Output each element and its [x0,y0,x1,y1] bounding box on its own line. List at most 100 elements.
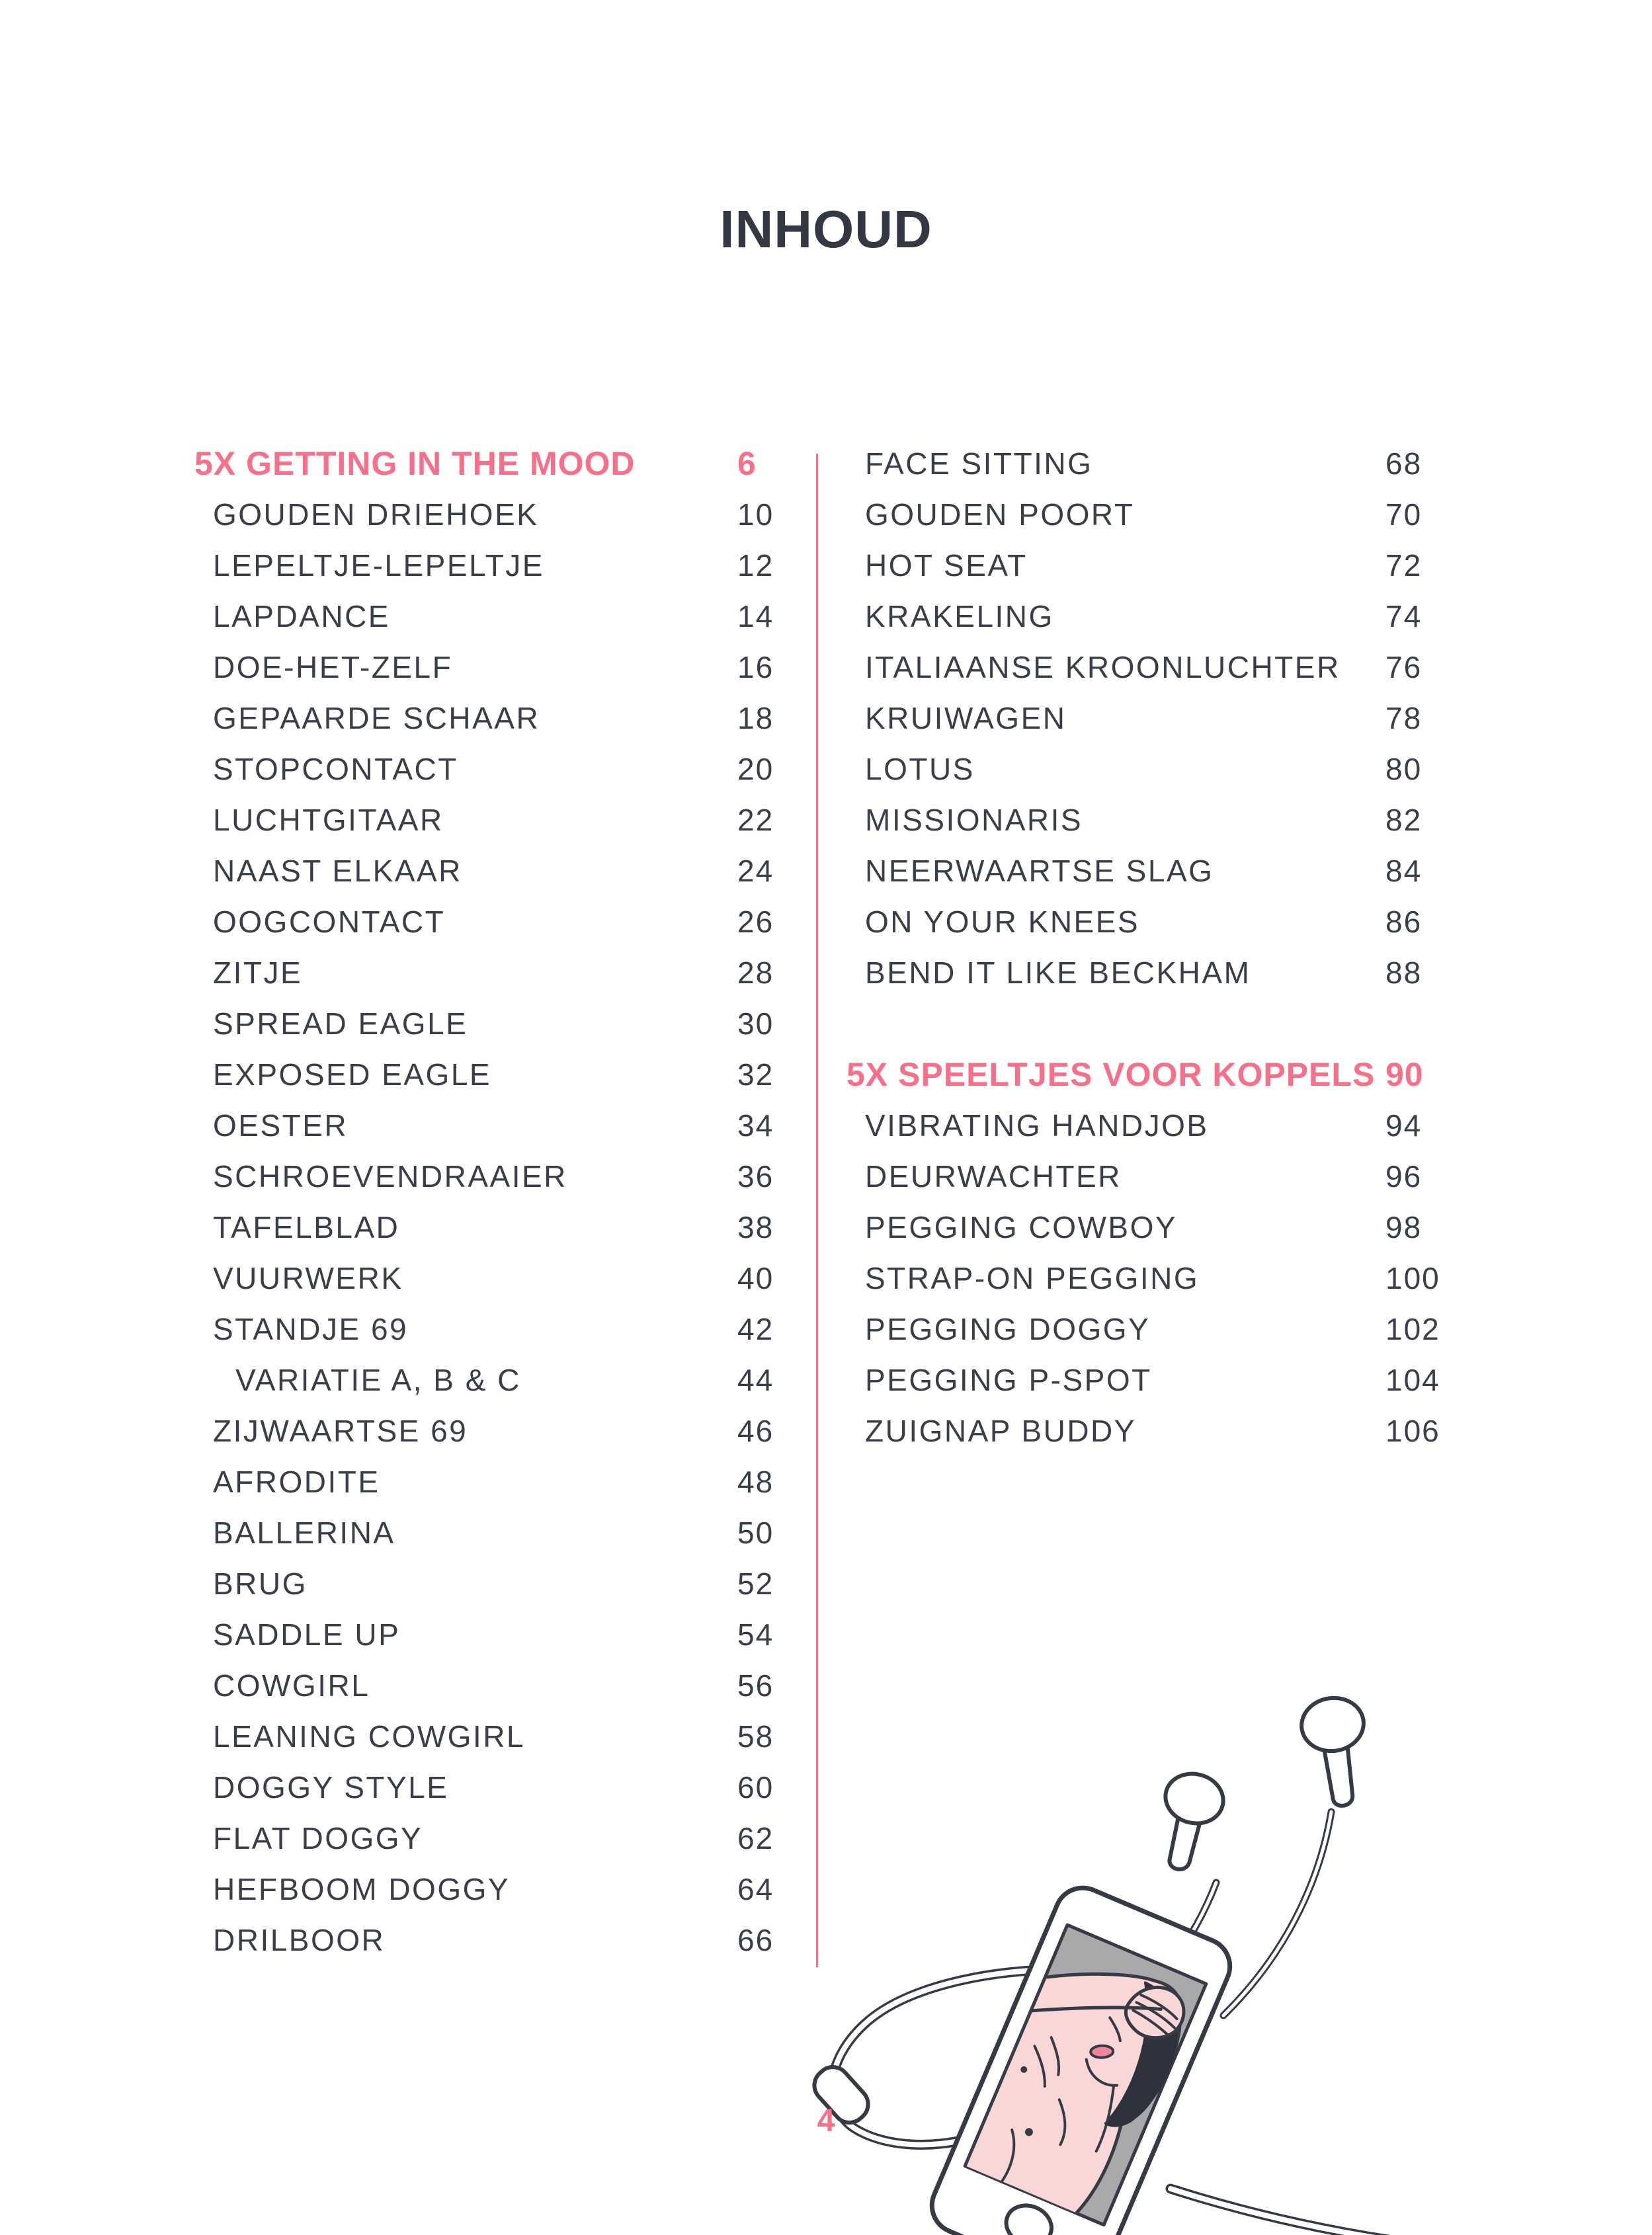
toc-entry-page-number: 44 [737,1362,774,1397]
toc-entry-page-number: 42 [737,1311,774,1346]
toc-column-left: 5X GETTING IN THE MOOD 6 GOUDEN DRIEHOEK 10… [194,438,790,1965]
toc-entry-page-number: 58 [737,1719,774,1754]
toc-entry-row: EXPOSED EAGLE 32 [194,1049,790,1100]
toc-entry-row: DOGGY STYLE 60 [194,1762,790,1812]
toc-entry-label: GOUDEN DRIEHOEK [213,497,539,532]
toc-entry-row: VARIATIE A, B & C 44 [194,1354,790,1405]
toc-entry-page-number: 84 [1385,853,1423,888]
page-number: 4 [817,2103,835,2138]
toc-entry-row: GOUDEN DRIEHOEK 10 [194,489,790,540]
toc-entry-label: SCHROEVENDRAAIER [213,1158,567,1194]
toc-entry-label: BRUG [213,1566,308,1601]
toc-entry-page-number: 14 [737,598,774,633]
home-button [1004,2203,1053,2235]
toc-entry-page-number: 30 [737,1006,774,1041]
toc-entry-label: LAPDANCE [213,598,390,633]
toc-entry-label: OESTER [213,1108,349,1143]
toc-entry-row: VIBRATING HANDJOB 94 [847,1100,1481,1151]
earbud-left-icon [1163,1771,1225,1871]
toc-entry-page-number: 66 [737,1922,774,1957]
toc-entry-row: NAAST ELKAAR 24 [194,845,790,896]
toc-entry-row: NEERWAARTSE SLAG 84 [847,845,1481,896]
toc-entry-row: ZUIGNAP BUDDY 106 [847,1405,1481,1456]
toc-entry-page-number: 48 [737,1464,774,1499]
toc-entry-page-number: 96 [1385,1158,1423,1194]
toc-entry-row: LAPDANCE 14 [194,590,790,641]
toc-entry-label: TAFELBLAD [213,1209,400,1244]
toc-entry-row: PEGGING DOGGY 102 [847,1303,1481,1354]
toc-entry-page-number: 10 [737,497,774,532]
toc-entry-row: FACE SITTING 68 [847,438,1481,489]
toc-entry-page-number: 6 [737,444,757,482]
toc-entry-page-number: 100 [1385,1260,1440,1295]
toc-entry-row: ITALIAANSE KROONLUCHTER 76 [847,641,1481,692]
toc-entry-label: STRAP-ON PEGGING [865,1260,1200,1295]
toc-entry-page-number: 46 [737,1413,774,1448]
toc-entry-row: BALLERINA 50 [194,1507,790,1558]
cable-slider [812,2065,870,2125]
toc-entry-page-number: 82 [1385,802,1423,837]
toc-section-heading-row: 5X SPEELTJES VOOR KOPPELS 90 [847,1049,1481,1100]
toc-entry-row: OOGCONTACT 26 [194,896,790,947]
toc-entry-page-number: 72 [1385,548,1423,583]
toc-entry-label: DRILBOOR [213,1922,386,1957]
toc-entry-label: LOTUS [865,751,975,786]
toc-entry-page-number: 12 [737,548,774,583]
toc-entry-label: FACE SITTING [865,446,1093,481]
toc-entry-page-number: 76 [1385,649,1423,684]
toc-entry-row: STANDJE 69 42 [194,1303,790,1354]
toc-entry-label: NAAST ELKAAR [213,853,462,888]
phone-body [929,1885,1233,2235]
toc-entry-page-number: 68 [1385,446,1423,481]
toc-entry-row: ON YOUR KNEES 86 [847,896,1481,947]
toc-entry-row: DRILBOOR 66 [194,1914,790,1965]
toc-entry-row: AFRODITE 48 [194,1456,790,1507]
toc-entry-label: SPREAD EAGLE [213,1006,468,1041]
toc-entry-row: HEFBOOM DOGGY 64 [194,1863,790,1914]
toc-entry-page-number: 80 [1385,751,1423,786]
toc-entry-row: BEND IT LIKE BECKHAM 88 [847,947,1481,998]
toc-entry-row: LEPELTJE-LEPELTJE 12 [194,540,790,590]
toc-entry-row: DEURWACHTER 96 [847,1151,1481,1201]
toc-entry-row: PEGGING P-SPOT 104 [847,1354,1481,1405]
lips [1089,2044,1115,2059]
earbud-right-icon [1300,1695,1366,1808]
toc-entry-label: GOUDEN POORT [865,497,1135,532]
toc-entry-label: KRUIWAGEN [865,700,1067,735]
toc-entry-row: LUCHTGITAAR 22 [194,794,790,845]
toc-entry-page-number: 22 [737,802,774,837]
toc-entry-label: PEGGING COWBOY [865,1209,1178,1244]
phone-screen-artwork [965,1972,1186,2216]
toc-entry-page-number: 106 [1385,1413,1440,1448]
toc-entry-page-number: 28 [737,955,774,990]
toc-entry-page-number: 104 [1385,1362,1440,1397]
toc-entry-row: BRUG 52 [194,1558,790,1609]
toc-entry-label: ITALIAANSE KROONLUCHTER [865,649,1341,684]
toc-entry-page-number: 52 [737,1566,774,1601]
toc-entry-page-number: 24 [737,853,774,888]
toc-entry-label: ON YOUR KNEES [865,904,1140,939]
toc-entry-label: ZIJWAARTSE 69 [213,1413,468,1448]
toc-entry-page-number: 38 [737,1209,774,1244]
toc-entry-page-number: 62 [737,1820,774,1855]
toc-entry-row: STRAP-ON PEGGING 100 [847,1252,1481,1303]
toc-entry-row: SCHROEVENDRAAIER 36 [194,1151,790,1201]
toc-entry-page-number: 64 [737,1871,774,1906]
toc-entry-row: TAFELBLAD 38 [194,1201,790,1252]
toc-entry-label: STOPCONTACT [213,751,458,786]
toc-entry-page-number: 56 [737,1668,774,1703]
toc-entry-label: DOE-HET-ZELF [213,649,453,684]
toc-entry-page-number: 88 [1385,955,1423,990]
toc-entry-label: DOGGY STYLE [213,1769,449,1805]
toc-entry-label: KRAKELING [865,598,1054,633]
column-divider [816,454,818,1967]
toc-entry-page-number: 34 [737,1108,774,1143]
toc-entry-label: STANDJE 69 [213,1311,409,1346]
toc-entry-label: LEPELTJE-LEPELTJE [213,548,544,583]
toc-spacer [847,998,1481,1049]
toc-entry-page-number: 50 [737,1515,774,1550]
toc-entry-page-number: 32 [737,1057,774,1092]
toc-entry-row: LOTUS 80 [847,743,1481,794]
toc-entry-page-number: 16 [737,649,774,684]
